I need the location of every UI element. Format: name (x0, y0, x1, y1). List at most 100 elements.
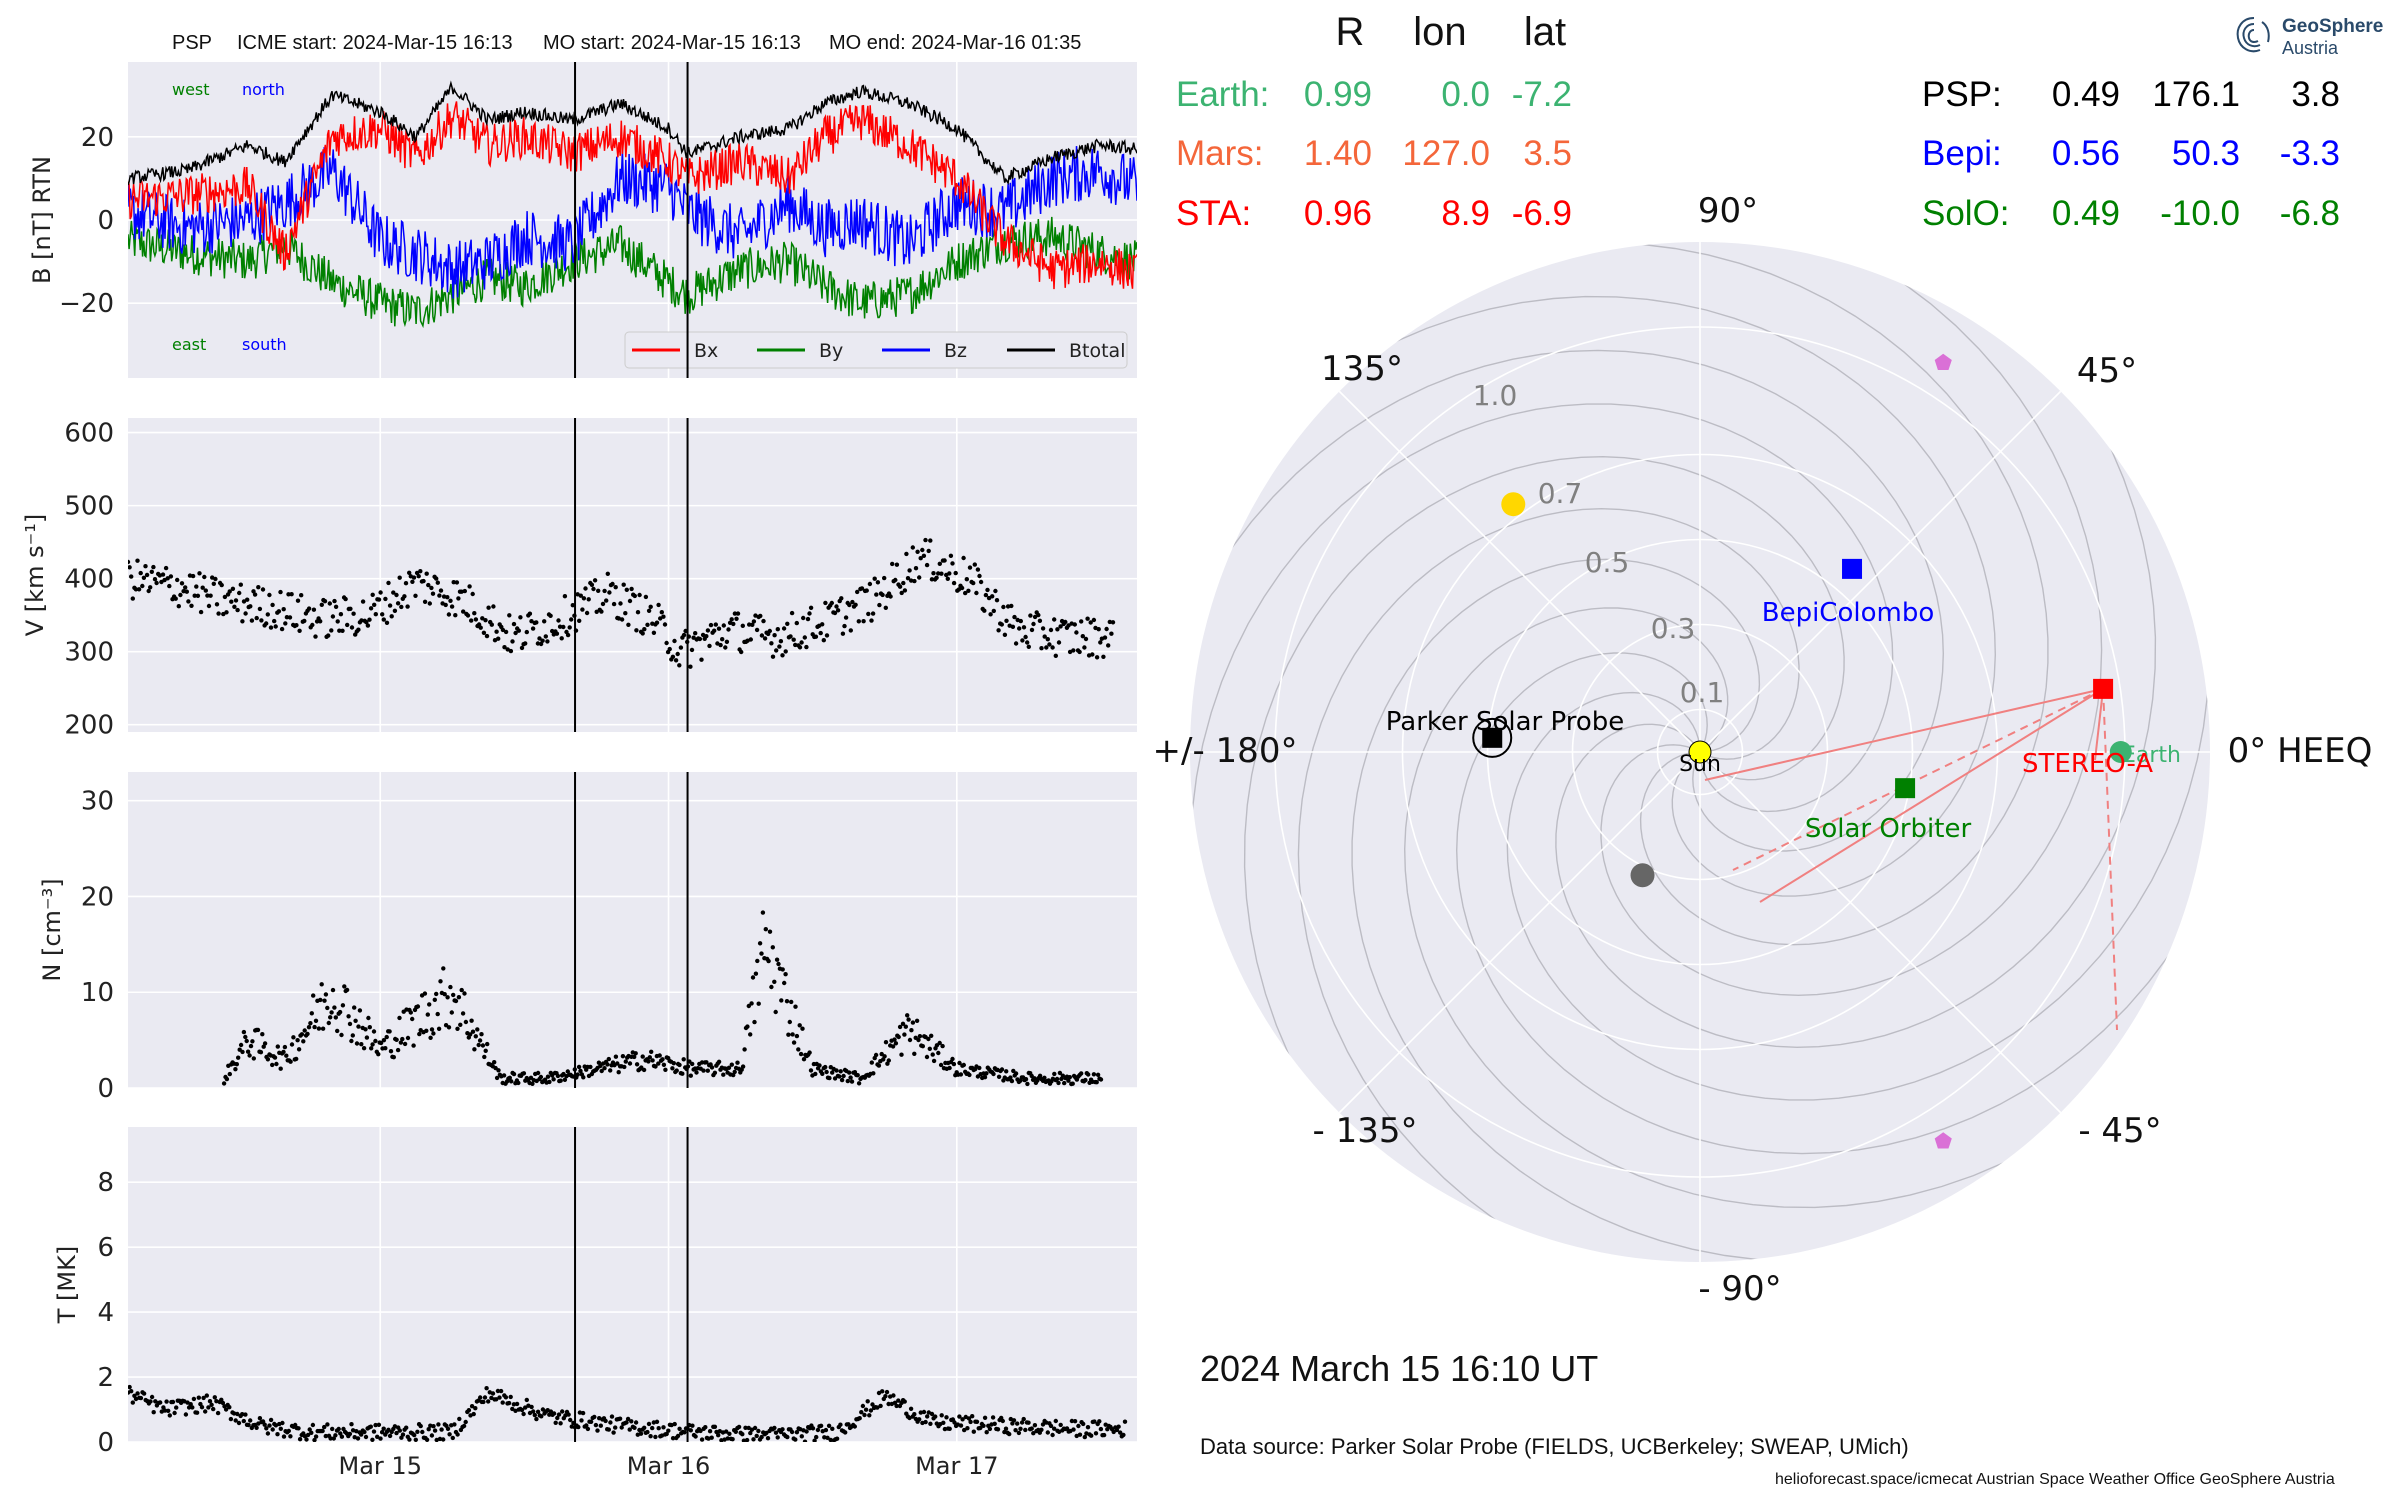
data-point (294, 1056, 299, 1062)
data-point (1052, 1071, 1057, 1077)
data-point (338, 612, 344, 617)
data-point (241, 1418, 246, 1424)
data-point (699, 1437, 705, 1442)
data-point (988, 612, 993, 617)
data-point (264, 621, 269, 626)
data-point (890, 561, 895, 567)
data-point (259, 618, 264, 623)
data-point (186, 1405, 192, 1410)
data-point (252, 592, 258, 597)
y-tick-label: 0 (97, 1074, 114, 1104)
data-point (373, 612, 378, 617)
data-point (328, 1436, 333, 1441)
data-point (538, 1074, 544, 1080)
data-point (859, 586, 865, 591)
data-point (470, 1029, 476, 1034)
data-point (890, 1044, 896, 1049)
row-lon: 8.9 (1441, 194, 1490, 233)
data-point (610, 581, 615, 587)
data-point (491, 604, 496, 609)
data-point (328, 1015, 333, 1020)
data-point (712, 1070, 718, 1076)
data-point (215, 1410, 221, 1416)
data-point (338, 1431, 343, 1436)
data-point (621, 582, 626, 587)
data-point (1066, 623, 1071, 628)
data-point (1118, 1430, 1123, 1435)
row-lat: -3.3 (2280, 134, 2340, 173)
data-point (875, 580, 881, 585)
data-point (666, 1428, 671, 1433)
data-point (429, 585, 434, 591)
data-point (450, 1435, 455, 1441)
data-point (584, 1423, 589, 1428)
data-point (311, 607, 317, 612)
data-point (473, 617, 479, 622)
data-point (265, 1431, 271, 1436)
panel-1: −20 0 20 B [nT] RTN west north east south Bx By Bz… (28, 62, 1137, 378)
data-point (882, 575, 887, 581)
data-point (774, 648, 779, 653)
data-point (138, 570, 143, 576)
data-point (438, 588, 444, 593)
data-point (135, 1391, 140, 1396)
data-point (855, 1073, 860, 1078)
data-point (787, 1019, 792, 1025)
data-point (469, 1404, 475, 1409)
data-point (1071, 1427, 1076, 1432)
data-point (801, 615, 806, 621)
data-point (306, 606, 312, 611)
data-point (632, 593, 637, 599)
data-point (441, 966, 446, 971)
data-point (891, 1393, 896, 1398)
data-point (422, 599, 428, 604)
data-point (791, 637, 796, 642)
data-point (521, 1071, 527, 1076)
data-point (322, 998, 327, 1003)
data-point (305, 1432, 311, 1438)
data-point (962, 1427, 967, 1433)
data-point (227, 589, 232, 594)
data-point (248, 604, 253, 609)
data-point (475, 1027, 480, 1032)
data-point (651, 630, 657, 635)
row-R: 0.49 (2052, 194, 2120, 233)
data-point (640, 1054, 645, 1059)
data-point (262, 1422, 267, 1427)
data-point (596, 1060, 602, 1065)
data-point (189, 603, 194, 608)
data-point (148, 1399, 153, 1404)
data-point (1021, 625, 1027, 630)
data-point (606, 1056, 611, 1062)
data-point (1098, 1426, 1104, 1432)
row-label: STA: (1176, 194, 1251, 233)
data-point (482, 1395, 488, 1400)
data-point (714, 1429, 719, 1435)
data-point (316, 1026, 322, 1031)
data-point (542, 619, 547, 624)
data-point (991, 1071, 996, 1077)
data-point (1031, 1431, 1036, 1436)
data-point (472, 1047, 477, 1052)
y-tick-label: 20 (81, 882, 114, 912)
data-point (216, 611, 221, 616)
legend-box (624, 331, 1128, 369)
data-point (556, 618, 561, 623)
data-point (327, 601, 332, 606)
data-point (708, 622, 714, 628)
data-point (971, 580, 976, 586)
data-point (1090, 652, 1095, 657)
data-point (864, 588, 869, 593)
data-point (468, 1032, 473, 1037)
data-point (624, 1420, 629, 1425)
data-point (363, 1434, 369, 1440)
data-point (463, 1419, 468, 1425)
data-point (553, 1420, 558, 1426)
parker-spiral (1555, 277, 2157, 1049)
data-point (1083, 1077, 1088, 1083)
data-point (626, 622, 631, 627)
data-point (183, 1412, 189, 1417)
data-point (455, 1026, 460, 1032)
data-point (927, 1046, 932, 1052)
data-point (974, 1419, 980, 1425)
